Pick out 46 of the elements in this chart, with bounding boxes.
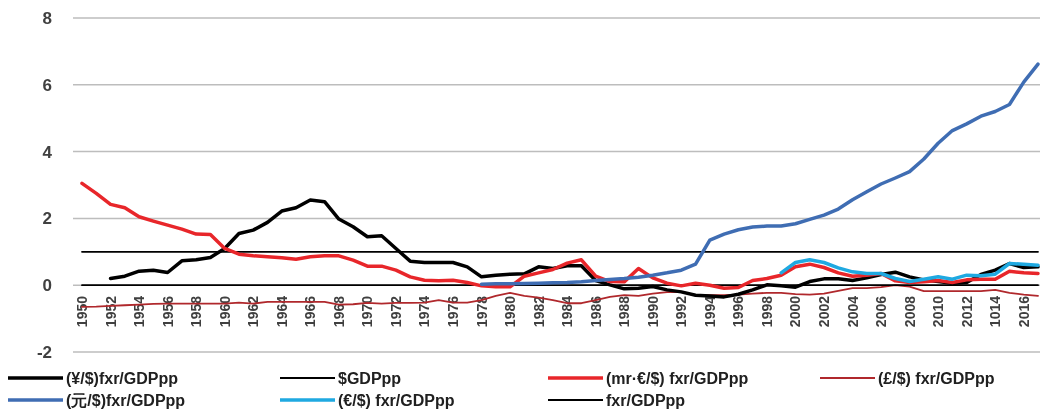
x-tick-label: 1970 — [359, 295, 376, 328]
x-tick-label: 2004 — [844, 295, 861, 328]
legend-label: fxr/GDPpp — [606, 392, 686, 409]
legend-label: (元/$)fxr/GDPpp — [66, 392, 186, 409]
x-tick-label: 1996 — [730, 295, 747, 328]
legend-label: (mr·€/$) fxr/GDPpp — [606, 370, 749, 387]
legend-label: $GDPpp — [338, 370, 402, 387]
x-tick-label: 1952 — [102, 295, 119, 328]
x-tick-label: 1972 — [387, 295, 404, 328]
x-tick-label: 1962 — [245, 295, 262, 328]
x-tick-label: 1988 — [616, 295, 633, 328]
x-tick-label: 1980 — [502, 295, 519, 328]
x-tick-label: 1986 — [587, 295, 604, 328]
legend-label: (€/$) fxr/GDPpp — [338, 392, 455, 409]
x-tick-label: 2012 — [958, 295, 975, 328]
x-tick-label: 1958 — [188, 295, 205, 328]
x-tick-label: 2016 — [1015, 295, 1032, 328]
x-tick-label: 1954 — [131, 295, 148, 328]
x-tick-label: 1982 — [530, 295, 547, 328]
x-tick-label: 1014 — [987, 295, 1004, 328]
x-tick-label: 2002 — [815, 295, 832, 328]
x-tick-label: 1974 — [416, 295, 433, 328]
x-tick-label: 1968 — [330, 295, 347, 328]
x-tick-label: 2000 — [787, 295, 804, 328]
y-tick-label: 6 — [42, 75, 52, 95]
x-tick-label: 1960 — [216, 295, 233, 328]
x-tick-label: 2008 — [901, 295, 918, 328]
x-tick-label: 1990 — [644, 295, 661, 328]
y-tick-label: -2 — [36, 343, 52, 362]
x-tick-label: 1950 — [74, 295, 90, 328]
x-tick-label: 1994 — [701, 295, 718, 328]
x-tick-label: 1992 — [673, 295, 690, 328]
legend-label: (£/$) fxr/GDPpp — [878, 370, 995, 387]
x-tick-label: 2010 — [930, 295, 947, 328]
x-tick-label: 1976 — [444, 295, 461, 328]
y-tick-label: 0 — [42, 276, 52, 296]
y-tick-label: 8 — [42, 9, 52, 28]
legend-label: (¥/$)fxr/GDPpp — [66, 370, 179, 387]
y-tick-label: 4 — [42, 142, 53, 162]
y-tick-label: 2 — [42, 209, 52, 229]
x-tick-label: 1956 — [159, 295, 176, 328]
x-tick-label: 2006 — [873, 295, 890, 328]
x-tick-label: 1998 — [758, 295, 775, 328]
x-tick-label: 1964 — [273, 295, 290, 328]
x-tick-label: 1984 — [559, 295, 576, 328]
x-tick-label: 1978 — [473, 295, 490, 328]
